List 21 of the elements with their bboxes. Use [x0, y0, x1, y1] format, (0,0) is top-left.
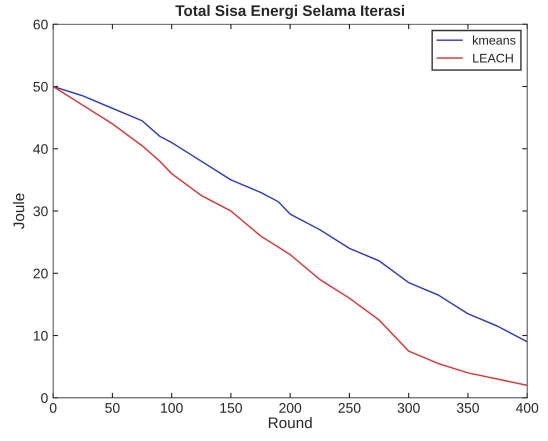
y-tick-label: 10	[34, 330, 48, 341]
legend-label: LEACH	[473, 54, 513, 63]
y-tick-label: 30	[33, 206, 48, 216]
x-tick-label: 400	[516, 403, 538, 413]
y-tick-label: 50	[33, 82, 48, 92]
x-tick-label: 250	[338, 403, 360, 413]
chart-title: Total Sisa Energi Selama Iterasi	[175, 4, 404, 20]
x-axis-title: Round	[268, 416, 312, 428]
y-tick-label: 60	[34, 20, 48, 30]
x-tick-label: 200	[279, 403, 302, 413]
x-tick-label: 350	[456, 403, 479, 413]
y-tick-label: 20	[34, 268, 48, 278]
y-axis-title: Joule	[13, 193, 24, 230]
y-tick-label: 40	[33, 144, 48, 154]
x-tick-label: 300	[398, 403, 420, 413]
x-tick-label: 150	[220, 403, 242, 413]
y-tick-label: 0	[41, 393, 48, 403]
x-tick-label: 50	[105, 403, 120, 413]
legend-label: kmeans	[473, 36, 516, 45]
x-tick-label: 0	[50, 403, 56, 413]
x-tick-label: 100	[161, 403, 183, 413]
